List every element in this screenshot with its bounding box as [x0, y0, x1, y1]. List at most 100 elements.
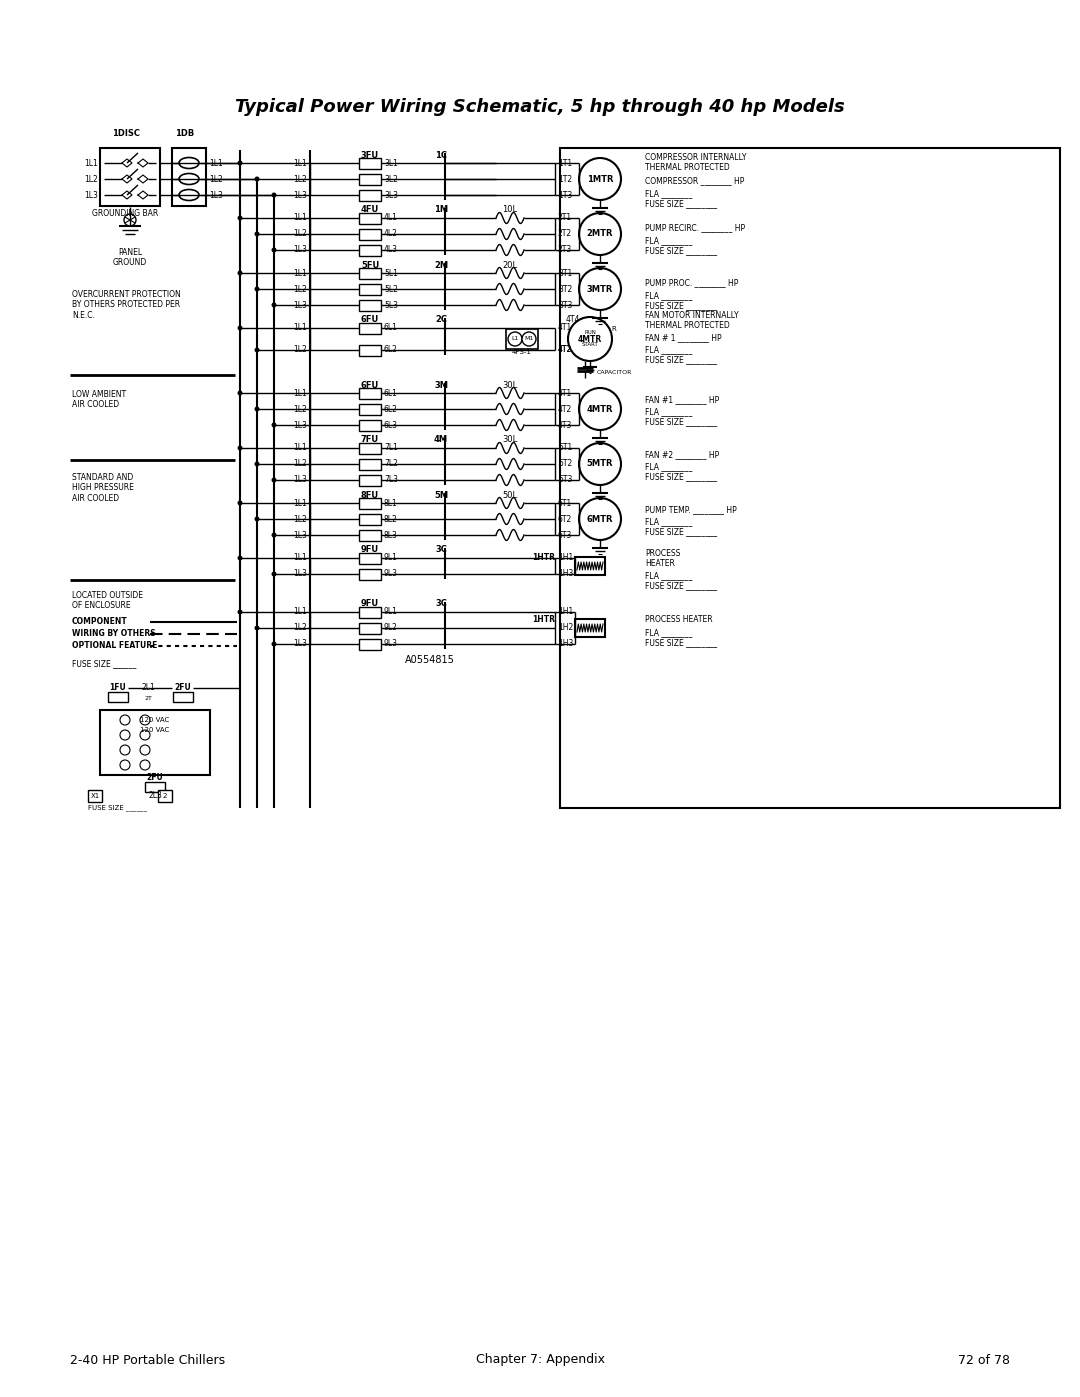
- Text: 2L3: 2L3: [148, 791, 162, 799]
- Text: COMPRESSOR ________ HP: COMPRESSOR ________ HP: [645, 176, 744, 186]
- Text: 4L1: 4L1: [384, 214, 397, 222]
- Bar: [100, 148, 160, 205]
- Text: 4T2: 4T2: [558, 345, 572, 355]
- Text: 120 VAC: 120 VAC: [140, 717, 170, 724]
- Text: 1T1: 1T1: [558, 158, 572, 168]
- Text: 2T3: 2T3: [558, 246, 572, 254]
- Text: 5L1: 5L1: [384, 268, 397, 278]
- Circle shape: [522, 332, 536, 346]
- Text: PUMP PROC. ________ HP: PUMP PROC. ________ HP: [645, 278, 739, 288]
- Bar: [359, 514, 381, 525]
- Text: FUSE SIZE ________: FUSE SIZE ________: [645, 200, 717, 208]
- Bar: [108, 692, 129, 703]
- Text: 4T2: 4T2: [558, 345, 572, 355]
- Circle shape: [271, 247, 276, 253]
- Text: 6L1: 6L1: [384, 324, 397, 332]
- Text: FLA ________: FLA ________: [645, 629, 692, 637]
- Text: 1L1: 1L1: [294, 324, 307, 332]
- Text: STANDARD AND
HIGH PRESSURE
AIR COOLED: STANDARD AND HIGH PRESSURE AIR COOLED: [72, 474, 134, 503]
- Text: 5FU: 5FU: [361, 260, 379, 270]
- Text: RUN: RUN: [584, 331, 596, 335]
- Text: 3M: 3M: [434, 380, 448, 390]
- Text: 7FU: 7FU: [361, 436, 379, 444]
- Text: 1H1: 1H1: [558, 608, 573, 616]
- Circle shape: [120, 715, 130, 725]
- Text: 1L1: 1L1: [294, 553, 307, 563]
- Text: 1L3: 1L3: [293, 531, 307, 539]
- Text: 6T3: 6T3: [558, 531, 572, 539]
- Text: 1L2: 1L2: [294, 285, 307, 293]
- Text: 5L2: 5L2: [384, 285, 397, 293]
- Bar: [359, 460, 381, 469]
- Text: FLA ________: FLA ________: [645, 236, 692, 246]
- Text: 1L3: 1L3: [293, 640, 307, 648]
- Text: WIRING BY OTHERS: WIRING BY OTHERS: [72, 630, 156, 638]
- Text: 9L1: 9L1: [384, 608, 397, 616]
- Text: 1C: 1C: [435, 151, 447, 159]
- Text: 10L: 10L: [502, 205, 517, 215]
- Text: 8L1: 8L1: [384, 499, 397, 507]
- Text: 1L1: 1L1: [294, 608, 307, 616]
- Bar: [359, 229, 381, 240]
- Text: 1H3: 1H3: [558, 640, 573, 648]
- Circle shape: [124, 214, 136, 226]
- Text: 1L1: 1L1: [294, 443, 307, 453]
- Text: FLA ________: FLA ________: [645, 408, 692, 416]
- Text: PROCESS HEATER: PROCESS HEATER: [645, 616, 713, 624]
- Text: OVERCURRENT PROTECTION
BY OTHERS PROTECTED PER
N.E.C.: OVERCURRENT PROTECTION BY OTHERS PROTECT…: [72, 291, 180, 320]
- Bar: [359, 268, 381, 279]
- Circle shape: [271, 193, 276, 197]
- Text: FAN # 1 ________ HP: FAN # 1 ________ HP: [645, 334, 721, 342]
- Text: 1L1: 1L1: [294, 214, 307, 222]
- Circle shape: [238, 391, 243, 395]
- Text: 30L: 30L: [502, 436, 517, 444]
- Circle shape: [238, 326, 243, 331]
- Text: 1HTR: 1HTR: [532, 616, 555, 624]
- Circle shape: [120, 760, 130, 770]
- Text: 1L3: 1L3: [84, 190, 98, 200]
- Text: FLA ________: FLA ________: [645, 190, 692, 198]
- Text: 1T3: 1T3: [558, 190, 572, 200]
- Text: 8FU: 8FU: [361, 490, 379, 500]
- Text: 1H2: 1H2: [558, 623, 573, 633]
- Bar: [359, 420, 381, 432]
- Circle shape: [271, 571, 276, 577]
- Bar: [575, 557, 605, 576]
- Text: 2MTR: 2MTR: [586, 229, 613, 239]
- Text: 1MTR: 1MTR: [586, 175, 613, 183]
- Text: 1L3: 1L3: [293, 475, 307, 485]
- Text: 6T1: 6T1: [558, 499, 572, 507]
- Bar: [359, 175, 381, 184]
- Ellipse shape: [179, 173, 199, 184]
- Circle shape: [140, 745, 150, 754]
- Text: FUSE SIZE ________: FUSE SIZE ________: [645, 528, 717, 536]
- Text: 3T2: 3T2: [558, 285, 572, 293]
- Text: 3T3: 3T3: [558, 300, 572, 310]
- Text: 6L2: 6L2: [384, 405, 397, 414]
- Text: 2: 2: [163, 793, 167, 799]
- Text: 4T1: 4T1: [558, 388, 572, 398]
- Text: 4T2: 4T2: [558, 405, 572, 414]
- Bar: [87, 789, 102, 802]
- Text: 1L3: 1L3: [293, 246, 307, 254]
- Text: 1L2: 1L2: [294, 514, 307, 524]
- Text: FLA ________: FLA ________: [645, 517, 692, 527]
- Text: THERMAL PROTECTED: THERMAL PROTECTED: [645, 162, 730, 172]
- Text: HEATER: HEATER: [645, 560, 675, 569]
- Text: 1DB: 1DB: [175, 130, 194, 138]
- Text: FUSE SIZE ________: FUSE SIZE ________: [645, 302, 717, 310]
- Ellipse shape: [179, 190, 199, 201]
- Text: 5MTR: 5MTR: [586, 460, 613, 468]
- Text: 2M: 2M: [434, 260, 448, 270]
- Text: 5L3: 5L3: [384, 300, 399, 310]
- Text: GROUNDING BAR: GROUNDING BAR: [92, 208, 158, 218]
- Circle shape: [255, 348, 259, 352]
- Text: 4T4: 4T4: [566, 316, 580, 324]
- Text: START: START: [582, 342, 598, 348]
- Text: X1: X1: [91, 793, 99, 799]
- Bar: [359, 497, 381, 509]
- Text: 1L3: 1L3: [293, 570, 307, 578]
- Text: 1L1: 1L1: [294, 388, 307, 398]
- Text: 3L2: 3L2: [384, 175, 397, 183]
- Text: COMPRESSOR INTERNALLY: COMPRESSOR INTERNALLY: [645, 152, 746, 162]
